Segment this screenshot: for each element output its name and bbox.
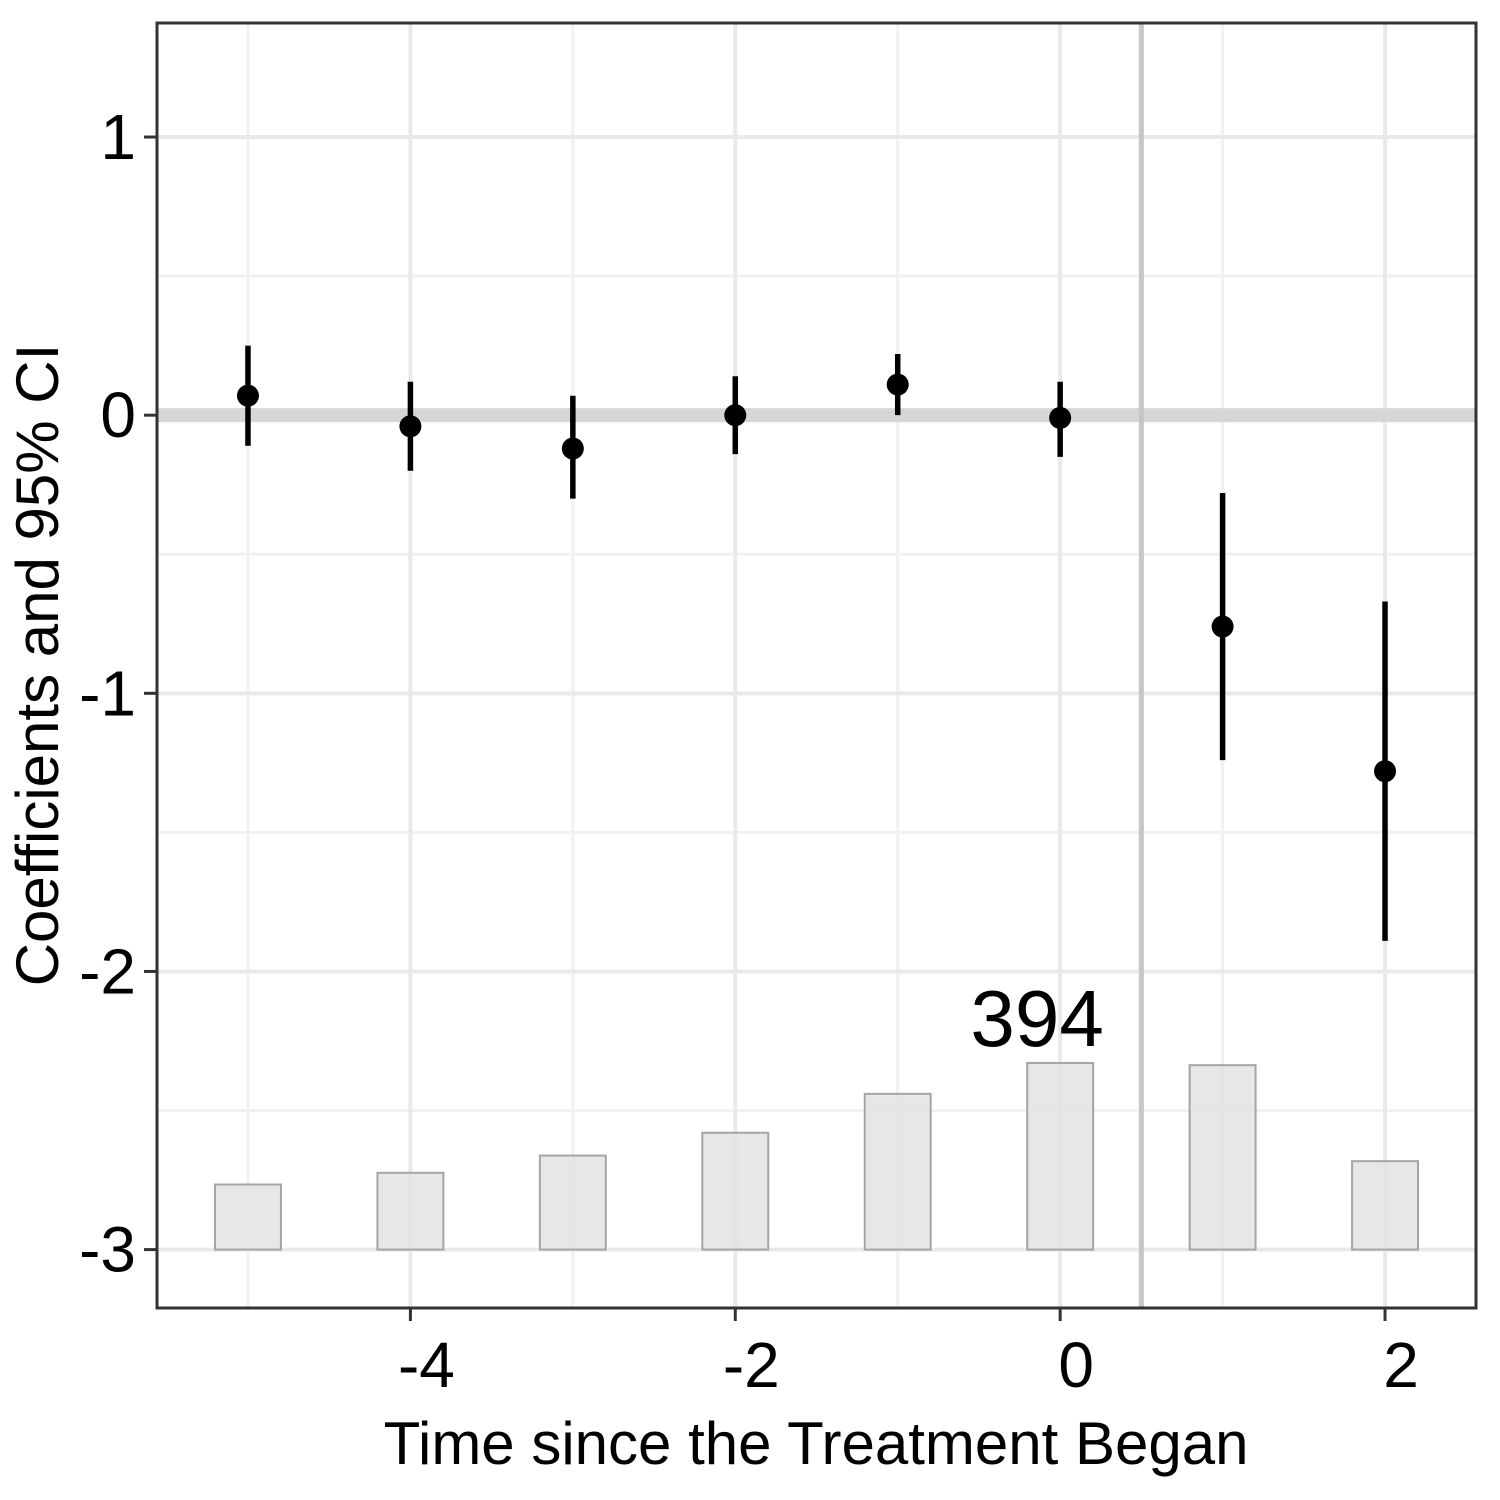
coefficient-point — [1374, 760, 1397, 783]
x-tick-label: -4 — [398, 1329, 455, 1401]
coefficient-point — [399, 415, 422, 438]
count-bar — [376, 1171, 445, 1251]
coefficient-point — [724, 404, 747, 427]
treatment-start-line — [1138, 23, 1144, 1308]
coefficient-point — [561, 437, 584, 460]
panel-border — [155, 21, 1478, 1310]
coefficient-point — [1049, 406, 1072, 429]
bar-count-label: 394 — [970, 974, 1103, 1063]
count-bar — [701, 1131, 770, 1251]
count-bar — [538, 1154, 607, 1251]
count-bar — [1188, 1064, 1257, 1251]
x-axis-title: Time since the Treatment Began — [383, 1410, 1249, 1477]
y-tick-label: -1 — [79, 657, 136, 729]
y-tick-label: 0 — [100, 379, 136, 451]
y-axis-title: Coefficients and 95% CI — [4, 343, 71, 987]
y-tick-label: 1 — [100, 101, 136, 173]
zero-reference-line — [157, 408, 1476, 423]
x-tick-label: 0 — [1058, 1329, 1094, 1401]
count-bar — [1351, 1160, 1420, 1251]
count-bar — [1026, 1061, 1095, 1251]
coefficient-point — [1211, 615, 1234, 638]
y-tick-label: -3 — [79, 1214, 136, 1286]
x-tick-label: 2 — [1383, 1329, 1419, 1401]
y-tick-label: -2 — [79, 935, 136, 1007]
coefficient-point — [236, 384, 259, 407]
count-bar — [213, 1183, 282, 1251]
x-tick-label: -2 — [723, 1329, 780, 1401]
coefficient-point — [886, 373, 909, 396]
count-bar — [863, 1092, 932, 1251]
